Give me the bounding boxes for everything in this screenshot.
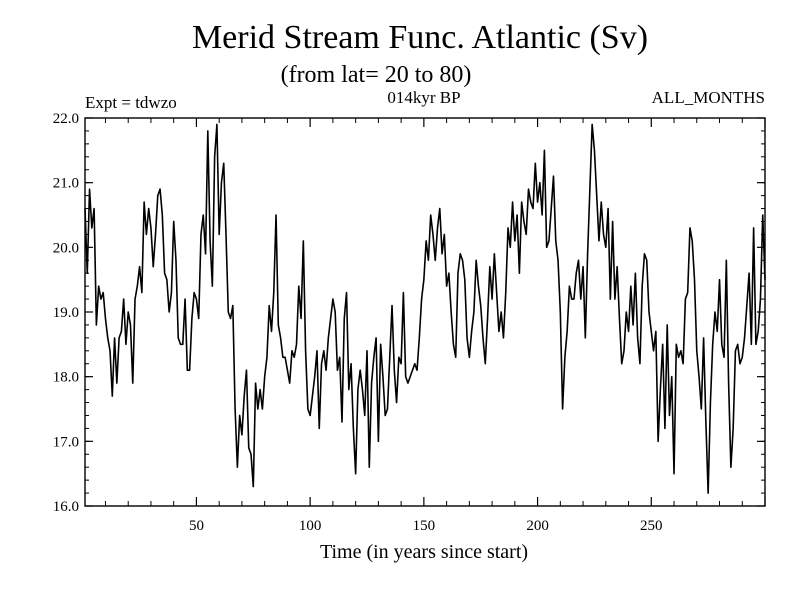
chart-title: Merid Stream Func. Atlantic (Sv) [192, 19, 648, 56]
x-tick-label: 200 [526, 518, 549, 534]
x-axis: 50 100 150 200 250 [104, 118, 766, 534]
y-axis: 16.0 17.0 18.0 19.0 20.0 21.0 22.0 [53, 111, 765, 515]
months-label: ALL_MONTHS [652, 88, 765, 107]
plot-frame [84, 117, 766, 507]
x-tick-label: 250 [640, 518, 663, 534]
series-line [84, 123, 766, 494]
x-tick-label: 50 [189, 518, 204, 534]
x-tick-label: 100 [299, 518, 322, 534]
period-label: 014kyr BP [387, 88, 460, 107]
y-tick-label: 19.0 [53, 305, 79, 321]
x-axis-label: Time (in years since start) [320, 541, 528, 563]
y-tick-label: 18.0 [53, 370, 79, 386]
y-tick-label: 20.0 [53, 240, 79, 256]
x-tick-label: 150 [413, 518, 436, 534]
y-tick-label: 16.0 [53, 499, 79, 515]
experiment-label: Expt = tdwzo [85, 93, 177, 112]
y-tick-label: 17.0 [53, 434, 79, 450]
chart-subtitle: (from lat= 20 to 80) [281, 62, 472, 88]
y-tick-label: 21.0 [53, 176, 79, 192]
y-tick-label: 22.0 [53, 111, 79, 127]
